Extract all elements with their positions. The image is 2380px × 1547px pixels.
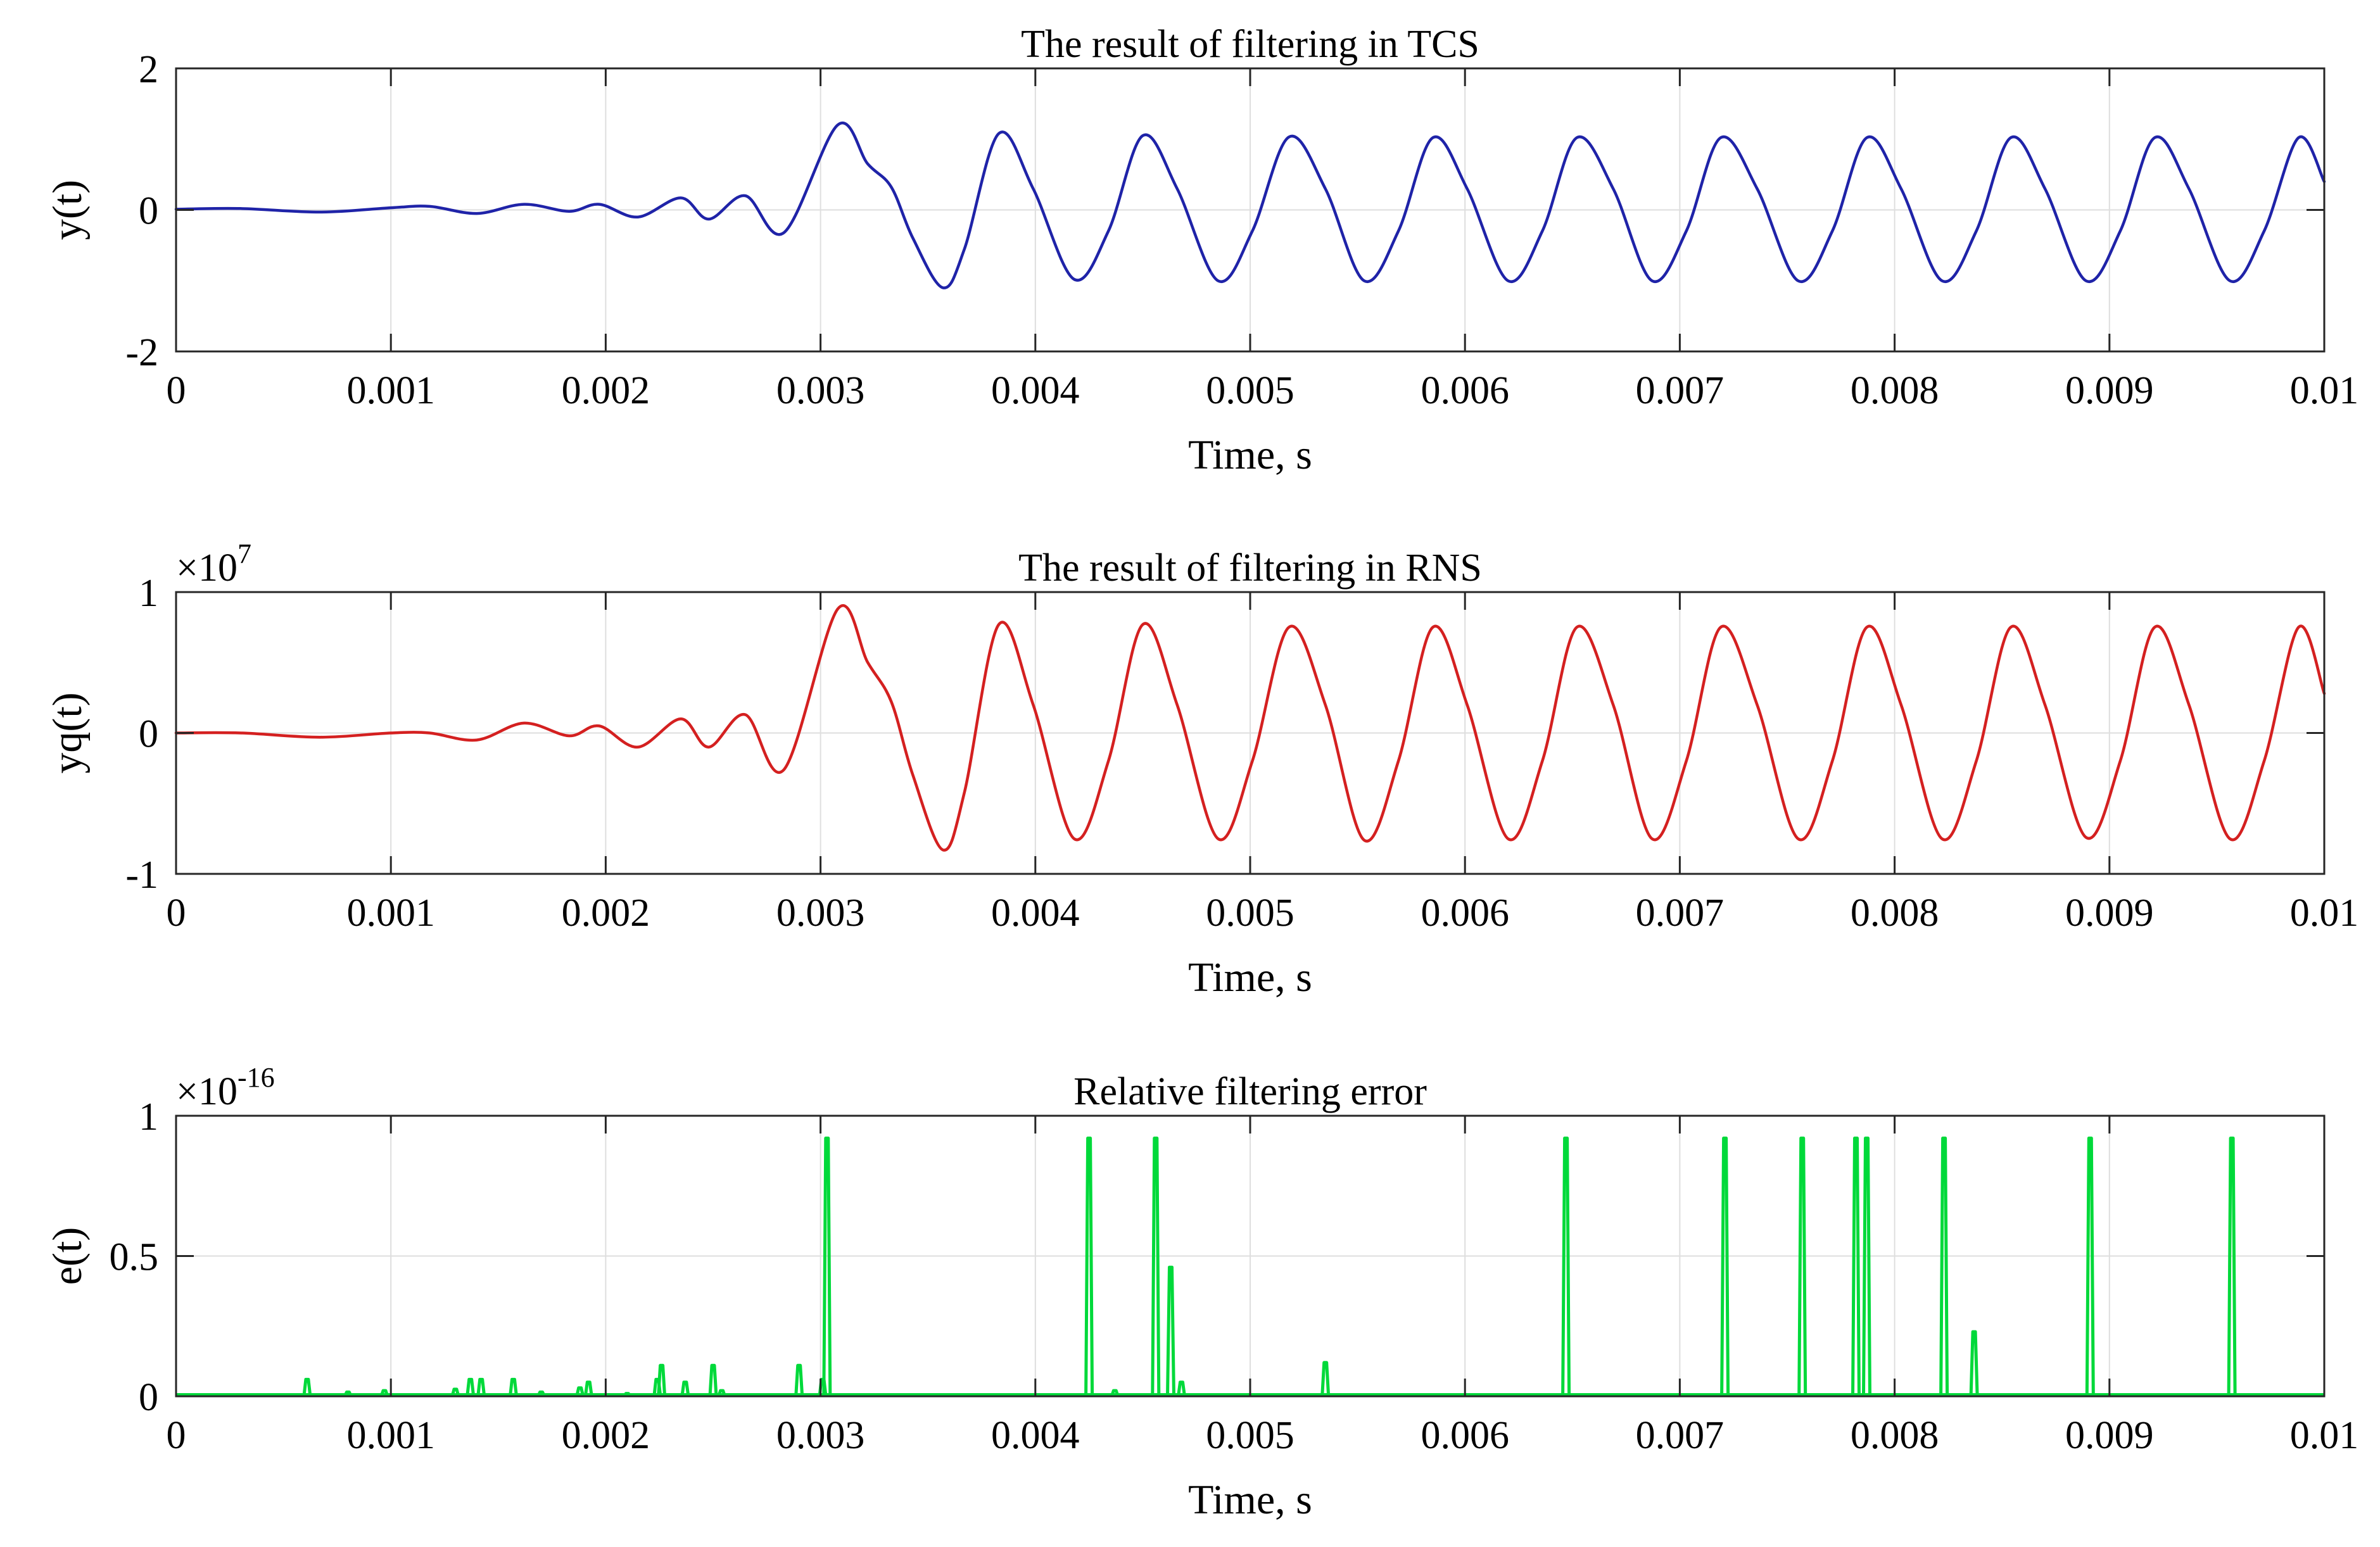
x-tick-label-error: 0.01 [2290,1414,2359,1457]
error-spike [1151,1136,1161,1397]
error-spike [1720,1136,1730,1397]
x-axis-label-tcs: Time, s [1188,432,1312,478]
panel-tcs: The result of filtering in TCS Time, s y… [44,23,2358,478]
x-tick-label-rns: 0.01 [2290,892,2359,935]
error-spike [657,1363,667,1397]
x-tick-label-tcs: 0.001 [346,369,435,412]
error-spike [1177,1380,1186,1397]
error-spike [680,1380,690,1397]
error-spike [1084,1136,1094,1397]
x-tick-label-rns: 0.001 [346,892,435,935]
x-tick-label-tcs: 0.005 [1206,369,1294,412]
x-tick-label-rns: 0.005 [1206,892,1294,935]
x-tick-label-tcs: 0.002 [562,369,650,412]
y-tick-label-tcs: -2 [125,331,158,374]
error-spike [1862,1136,1871,1397]
x-tick-label-error: 0 [167,1414,186,1457]
x-axis-label-error: Time, s [1188,1477,1312,1523]
error-spike [1561,1136,1571,1397]
x-tick-label-tcs: 0 [167,369,186,412]
x-tick-label-error: 0.001 [346,1414,435,1457]
x-tick-label-rns: 0.008 [1851,892,1939,935]
x-tick-label-rns: 0.003 [776,892,865,935]
exponent-value-error: -16 [237,1062,275,1093]
error-spike [509,1377,518,1397]
panel-error: Relative filtering error Time, s e(t) ×1… [44,1062,2358,1523]
error-spike [1320,1361,1331,1397]
x-tick-label-error: 0.007 [1636,1414,1725,1457]
y-axis-label-rns: yq(t) [44,692,91,773]
error-spike [583,1380,593,1397]
x-tick-label-rns: 0.009 [2065,892,2154,935]
exponent-multiplier-error: ×10-16 [176,1062,275,1113]
error-spike [1939,1136,1949,1397]
series-line-rns [174,604,2326,852]
error-spike [822,1136,832,1397]
y-tick-label-error: 1 [139,1096,158,1139]
x-tick-label-error: 0.009 [2065,1414,2154,1457]
error-spike [575,1386,585,1397]
y-tick-label-tcs: 0 [139,190,158,233]
x-tick-label-rns: 0.006 [1421,892,1509,935]
error-spike [1851,1136,1861,1397]
x-tick-label-error: 0.002 [562,1414,650,1457]
error-spike [450,1387,460,1397]
error-spike [708,1363,718,1397]
error-spike [794,1363,804,1397]
x-tick-label-error: 0.006 [1421,1414,1509,1457]
error-spike [2227,1136,2237,1397]
x-tick-label-rns: 0.002 [562,892,650,935]
x-tick-label-error: 0.008 [1851,1414,1939,1457]
error-spike [476,1377,486,1397]
exponent-value-rns: 7 [237,538,251,569]
panel-title-error: Relative filtering error [1073,1070,1427,1113]
x-tick-label-error: 0.003 [776,1414,865,1457]
y-tick-label-rns: -1 [125,854,158,897]
x-tick-label-error: 0.005 [1206,1414,1294,1457]
error-spike [302,1377,312,1397]
exponent-base-error: ×10 [176,1070,237,1113]
x-tick-label-tcs: 0.004 [991,369,1080,412]
y-tick-label-rns: 0 [139,713,158,756]
error-spike [1969,1330,1979,1397]
x-tick-label-tcs: 0.009 [2065,369,2154,412]
x-tick-label-tcs: 0.003 [776,369,865,412]
error-spike [465,1377,476,1397]
x-tick-label-tcs: 0.008 [1851,369,1939,412]
x-tick-label-tcs: 0.01 [2290,369,2359,412]
panel-title-rns: The result of filtering in RNS [1018,546,1482,590]
error-spike [2085,1136,2095,1397]
x-tick-label-tcs: 0.007 [1636,369,1725,412]
y-tick-label-rns: 1 [139,572,158,615]
panel-rns: The result of filtering in RNS Time, s y… [44,538,2358,1001]
y-axis-label-tcs: y(t) [44,180,91,240]
y-axis-label-error: e(t) [44,1227,91,1285]
x-tick-label-rns: 0.004 [991,892,1080,935]
x-axis-label-rns: Time, s [1188,954,1312,1001]
y-tick-label-error: 0 [139,1376,158,1419]
error-spike [1166,1265,1175,1397]
panel-title-tcs: The result of filtering in TCS [1021,23,1479,66]
exponent-base-rns: ×10 [176,546,237,590]
error-spike [1797,1136,1807,1397]
x-tick-label-error: 0.004 [991,1414,1080,1457]
x-tick-label-rns: 0.007 [1636,892,1725,935]
x-tick-label-tcs: 0.006 [1421,369,1509,412]
y-tick-label-error: 0.5 [110,1236,159,1279]
y-tick-label-tcs: 2 [139,48,158,91]
x-tick-label-rns: 0 [167,892,186,935]
exponent-multiplier-rns: ×107 [176,538,251,590]
series-line-tcs [174,122,2326,289]
